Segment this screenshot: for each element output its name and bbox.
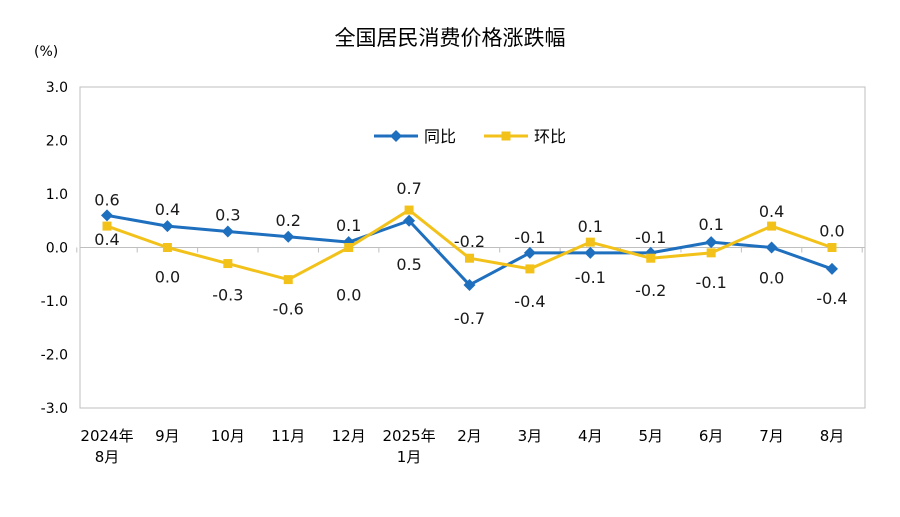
- data-point-diamond: [161, 220, 174, 233]
- y-tick-label: 1.0: [46, 187, 68, 203]
- legend-marker-diamond: [390, 130, 402, 142]
- x-tick-label: 1月: [397, 448, 422, 466]
- data-label: 0.7: [396, 179, 421, 198]
- x-tick-label: 8月: [95, 448, 120, 466]
- data-point-square: [767, 221, 777, 231]
- x-tick-label: 2025年: [382, 427, 435, 445]
- y-tick-label: 0.0: [46, 241, 68, 257]
- data-label: -0.2: [635, 281, 666, 300]
- data-label: -0.3: [212, 286, 243, 305]
- x-tick-label: 9月: [155, 427, 180, 445]
- data-point-diamond: [282, 230, 295, 243]
- data-label: -0.7: [454, 309, 485, 328]
- data-point-square: [706, 248, 716, 258]
- data-point-square: [525, 264, 535, 274]
- data-label: 0.2: [276, 211, 301, 230]
- data-label: 0.1: [336, 216, 361, 235]
- data-point-square: [827, 243, 837, 252]
- data-point-square: [646, 253, 656, 263]
- data-label: 0.1: [578, 217, 603, 236]
- x-tick-label: 12月: [332, 427, 366, 445]
- data-label: 0.0: [336, 286, 361, 305]
- x-axis: 2024年 8月 9月 10月 11月 12月 2025年 1月 2月 3月 4月 5月 6月 7月 8月: [80, 427, 844, 466]
- data-point-diamond: [584, 246, 597, 259]
- y-tick-label: 3.0: [46, 80, 68, 96]
- data-point-diamond: [221, 225, 234, 238]
- data-label: -0.2: [454, 232, 485, 251]
- data-label: 0.1: [698, 215, 723, 234]
- data-label: 0.3: [215, 205, 240, 224]
- data-point-diamond: [101, 209, 113, 222]
- legend-label: 环比: [534, 127, 566, 146]
- data-label: -0.4: [514, 292, 545, 311]
- data-point-square: [404, 205, 414, 215]
- data-label: -0.1: [696, 273, 727, 292]
- data-point-square: [465, 253, 474, 263]
- data-label: -0.1: [514, 228, 545, 247]
- data-point-diamond: [826, 262, 838, 275]
- data-label: 0.0: [759, 269, 784, 288]
- x-tick-label: 11月: [271, 427, 305, 445]
- data-label: 0.0: [819, 222, 844, 241]
- data-point-square: [162, 243, 172, 252]
- x-tick-label: 10月: [211, 427, 245, 445]
- x-tick-label: 6月: [699, 427, 724, 445]
- y-axis-unit: (%): [34, 44, 59, 60]
- x-tick-label: 8月: [820, 427, 845, 445]
- data-point-square: [585, 237, 595, 247]
- x-tick-label: 3月: [518, 427, 543, 445]
- data-point-diamond: [765, 241, 778, 254]
- data-point-square: [283, 275, 293, 285]
- data-label: -0.4: [816, 289, 847, 308]
- data-point-square: [223, 259, 233, 269]
- data-point-diamond: [705, 236, 718, 249]
- series-group: [101, 205, 838, 291]
- data-point-diamond: [523, 246, 536, 259]
- x-tick-label: 4月: [578, 427, 603, 445]
- x-tick-label: 2024年: [80, 427, 133, 445]
- data-point-square: [344, 243, 354, 252]
- data-label: 0.6: [94, 190, 119, 209]
- y-tick-label: -1.0: [41, 294, 68, 310]
- data-label: 0.4: [94, 230, 119, 249]
- x-tick-label: 7月: [759, 427, 784, 445]
- data-label: 0.5: [396, 255, 421, 274]
- x-tick-label: 5月: [638, 427, 663, 445]
- legend-label: 同比: [424, 127, 456, 146]
- data-labels: 0.6 0.4 0.3 0.2 0.1 0.5 -0.7 -0.1 -0.1 -0.1 0.1 0.0…: [94, 179, 847, 328]
- chart-title: 全国居民消费价格涨跌幅: [334, 26, 566, 50]
- legend: 同比 环比: [374, 127, 566, 146]
- y-tick-label: -3.0: [41, 401, 68, 417]
- legend-marker-square: [501, 131, 511, 141]
- data-point-square: [102, 221, 112, 231]
- data-label: 0.0: [155, 268, 180, 287]
- x-tick-label: 2月: [457, 427, 482, 445]
- y-axis: 3.0 2.0 1.0 0.0 -1.0 -2.0 -3.0: [41, 80, 68, 417]
- data-point-diamond: [403, 214, 416, 227]
- y-tick-label: -2.0: [41, 348, 68, 364]
- data-label: -0.1: [635, 228, 666, 247]
- data-point-diamond: [463, 278, 476, 291]
- data-label: 0.4: [155, 200, 180, 219]
- data-label: -0.1: [575, 268, 606, 287]
- data-label: -0.6: [273, 300, 304, 319]
- y-tick-label: 2.0: [46, 134, 68, 150]
- data-label: 0.4: [759, 202, 784, 221]
